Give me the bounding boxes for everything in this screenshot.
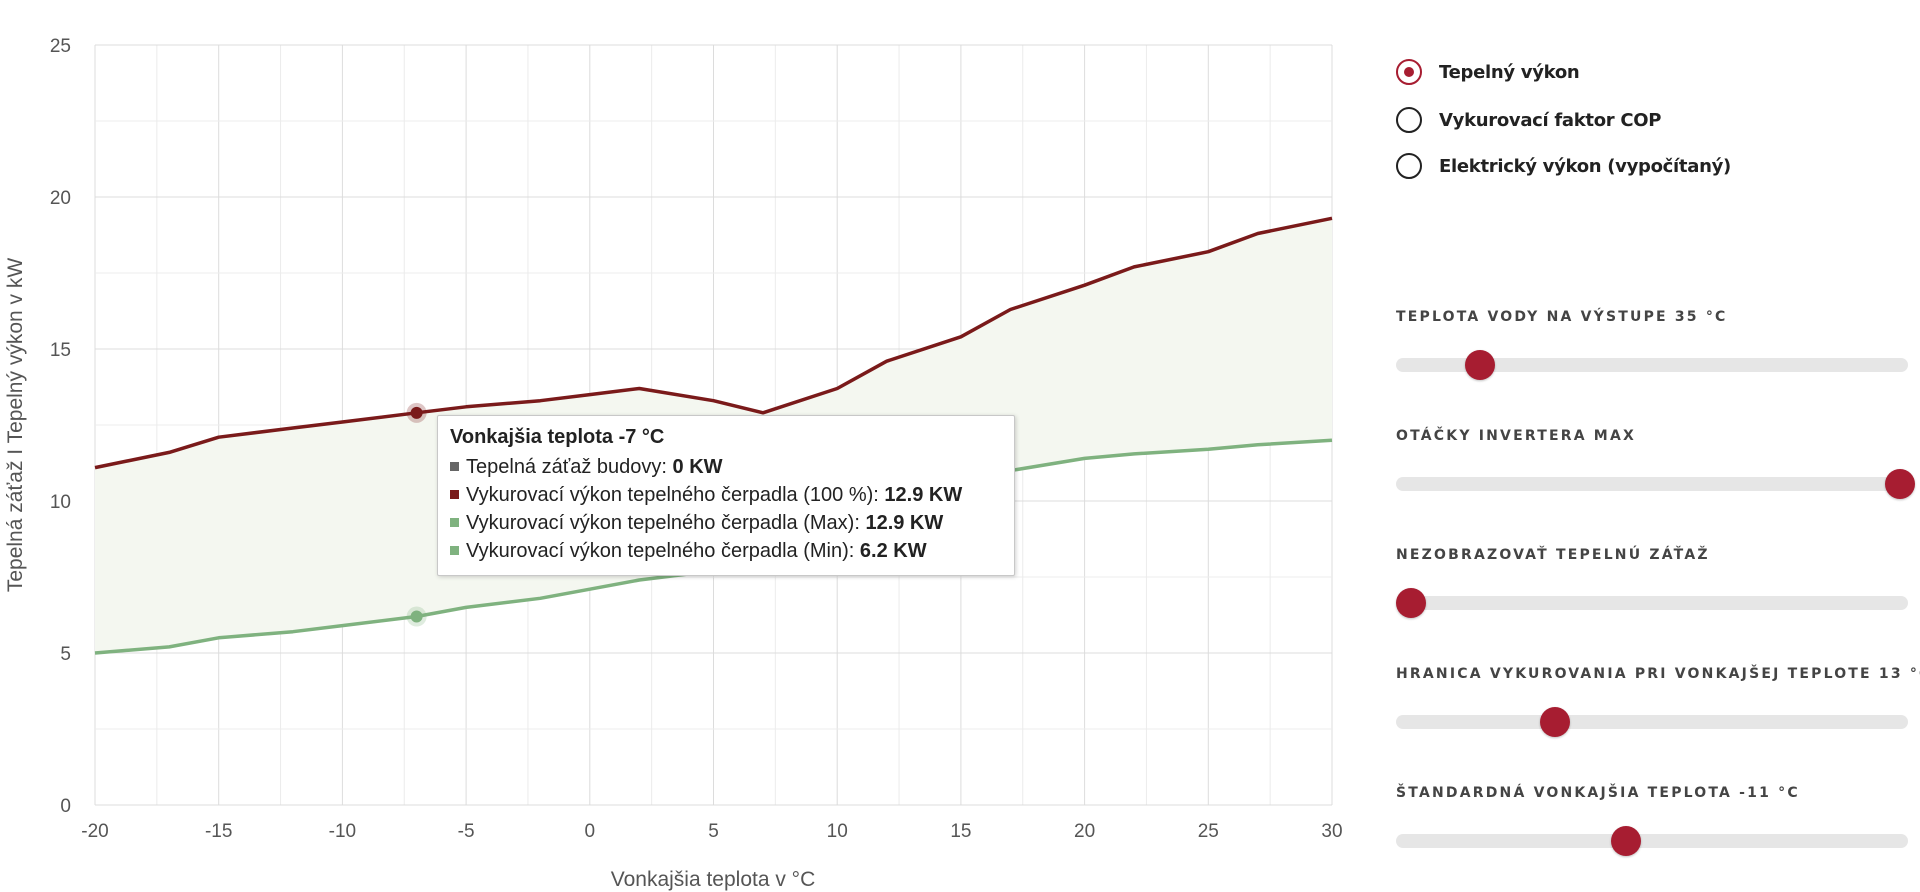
tooltip-row: Vykurovací výkon tepelného čerpadla (100… [450, 481, 1002, 509]
x-tick-label: 30 [1321, 821, 1342, 842]
highlight-markers [406, 402, 427, 627]
slider-hranica-vykurovania[interactable] [1396, 707, 1908, 737]
slider-label-standardna-teplota: ŠTANDARDNÁ VONKAJŠIA TEPLOTA -11 °C [1396, 785, 1800, 801]
x-tick-label: 5 [708, 821, 719, 842]
x-tick-label: -15 [205, 821, 232, 842]
x-tick-labels: -20 -15 -10 -5 0 5 10 15 20 25 30 [81, 821, 1342, 842]
tooltip-title: Vonkajšia teplota -7 °C [450, 426, 665, 448]
slider-thumb[interactable] [1885, 469, 1916, 499]
slider-standardna-teplota[interactable] [1396, 826, 1908, 856]
slider-teplota-vody[interactable] [1396, 350, 1908, 380]
chart: -20 -15 -10 -5 0 5 10 15 20 25 30 0 5 10 15 20 25 Vonka… [4, 36, 1343, 891]
chart-tooltip: Vonkajšia teplota -7 °C Tepelná záťaž bu… [437, 415, 1015, 576]
radio-circle-icon[interactable] [1396, 59, 1422, 85]
x-tick-label: -10 [329, 821, 356, 842]
x-tick-label: -20 [81, 821, 108, 842]
slider-label-tepelna-zataz: NEZOBRAZOVAŤ TEPELNÚ ZÁŤAŽ [1396, 547, 1710, 563]
series-line-0 [94, 216, 1333, 470]
x-tick-label: 15 [950, 821, 971, 842]
y-tick-label: 25 [50, 36, 71, 57]
radio-cop[interactable]: Vykurovací faktor COP [1396, 104, 1661, 136]
y-tick-label: 15 [50, 340, 71, 361]
highlight-point-0 [410, 406, 423, 419]
slider-label-hranica-vykurovania: HRANICA VYKUROVANIA PRI VONKAJŠEJ TEPLOT… [1396, 666, 1920, 682]
slider-otacky-invertera[interactable] [1396, 469, 1916, 499]
tooltip-row: Vykurovací výkon tepelného čerpadla (Min… [450, 537, 1002, 565]
tooltip-row: Vykurovací výkon tepelného čerpadla (Max… [450, 509, 1002, 537]
y-tick-label: 20 [50, 188, 71, 209]
y-tick-label: 0 [60, 796, 71, 817]
slider-thumb[interactable] [1539, 707, 1570, 737]
radio-label[interactable]: Tepelný výkon [1439, 61, 1580, 83]
x-axis-title: Vonkajšia teplota v °C [611, 868, 816, 891]
radio-circle-icon[interactable] [1396, 107, 1422, 133]
y-tick-label: 10 [50, 492, 71, 513]
y-tick-label: 5 [60, 644, 71, 665]
tooltip-swatch [450, 462, 459, 471]
y-axis-title: Tepelná záťaž I Tepelný výkon v kW [4, 258, 27, 592]
slider-tepelna-zataz[interactable] [1396, 588, 1908, 618]
x-tick-label: 10 [827, 821, 848, 842]
x-tick-label: 25 [1198, 821, 1219, 842]
tooltip-row-value: 0 KW [672, 456, 723, 478]
tooltip-row-label: Vykurovací výkon tepelného čerpadla (100… [466, 484, 885, 506]
tooltip-swatch [450, 490, 459, 499]
radio-label[interactable]: Vykurovací faktor COP [1439, 109, 1662, 131]
y-tick-labels: 0 5 10 15 20 25 [50, 36, 71, 817]
radio-elektricky-vykon[interactable]: Elektrický výkon (vypočítaný) [1396, 150, 1731, 182]
slider-thumb[interactable] [1396, 588, 1427, 618]
x-tick-label: -5 [458, 821, 475, 842]
controls-panel: Tepelný výkon Vykurovací faktor COP Elek… [1390, 0, 1920, 892]
radio-label[interactable]: Elektrický výkon (vypočítaný) [1439, 155, 1731, 177]
tooltip-swatch [450, 518, 459, 527]
radio-circle-icon[interactable] [1396, 153, 1422, 179]
tooltip-row-label: Tepelná záťaž budovy: [466, 456, 673, 478]
tooltip-row-label: Vykurovací výkon tepelného čerpadla (Min… [466, 540, 860, 562]
slider-thumb[interactable] [1465, 350, 1496, 380]
radio-tepelny-vykon[interactable]: Tepelný výkon [1396, 56, 1580, 88]
tooltip-row: Tepelná záťaž budovy: 0 KW [450, 453, 1002, 481]
highlight-point-1 [410, 610, 423, 623]
tooltip-row-value: 6.2 KW [859, 540, 927, 562]
tooltip-row-value: 12.9 KW [865, 512, 944, 534]
x-tick-label: 0 [585, 821, 596, 842]
slider-label-otacky-invertera: OTÁČKY INVERTERA MAX [1396, 428, 1636, 444]
slider-thumb[interactable] [1611, 826, 1642, 856]
tooltip-swatch [450, 546, 459, 555]
tooltip-row-value: 12.9 KW [884, 484, 963, 506]
x-tick-label: 20 [1074, 821, 1095, 842]
tooltip-row-label: Vykurovací výkon tepelného čerpadla (Max… [466, 512, 866, 534]
slider-label-teplota-vody: TEPLOTA VODY NA VÝSTUPE 35 °C [1396, 309, 1728, 325]
